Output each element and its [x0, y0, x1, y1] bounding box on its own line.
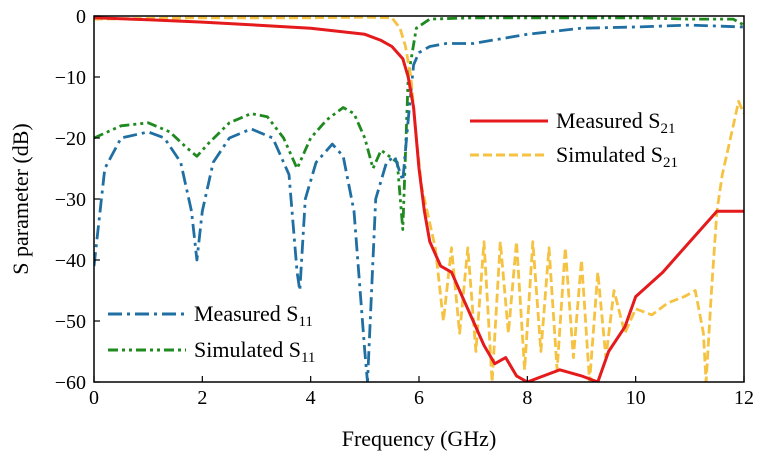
series-line-simulated-s21: [94, 16, 744, 382]
legend-entry-simulated-s21: Simulated S21: [470, 142, 678, 171]
legend-entry-measured-s21: Measured S21: [470, 108, 675, 137]
x-tick-label: 6: [414, 387, 424, 409]
series-line-simulated-s11: [94, 16, 744, 231]
x-tick-label: 10: [626, 387, 646, 409]
x-axis-title: Frequency (GHz): [342, 426, 497, 451]
legend-label: Simulated S21: [556, 142, 678, 171]
x-tick-label: 4: [306, 387, 316, 409]
x-tick-label: 12: [734, 387, 754, 409]
legend-label: Measured S21: [556, 108, 675, 137]
legend-entry-measured-s11: Measured S11: [108, 301, 313, 330]
legend-label: Measured S11: [194, 301, 313, 330]
y-axis-title: S parameter (dB): [8, 123, 33, 275]
plot-frame: [93, 15, 745, 383]
series-line-measured-s21: [94, 16, 744, 382]
legend-layer: Measured S21 Simulated S21 Measured S11 Sim…: [108, 108, 678, 366]
y-tick-label: −20: [55, 128, 86, 150]
y-tick-label: −50: [55, 311, 86, 333]
axes-layer: 0 2 4 6 8 10 12 0 −10 −20 −30 −40 −50 −60: [55, 6, 754, 409]
x-tick-label: 8: [522, 387, 532, 409]
x-tick-label: 2: [197, 387, 207, 409]
legend-label: Simulated S11: [194, 337, 315, 366]
y-tick-label: −40: [55, 250, 86, 272]
x-tick-label: 0: [89, 387, 99, 409]
series-layer: [94, 16, 744, 382]
y-tick-label: −10: [55, 67, 86, 89]
legend-entry-simulated-s11: Simulated S11: [108, 337, 315, 366]
y-tick-label: −30: [55, 189, 86, 211]
y-tick-label: 0: [76, 6, 86, 28]
y-tick-label: −60: [55, 372, 86, 394]
series-line-measured-s11: [94, 23, 744, 382]
